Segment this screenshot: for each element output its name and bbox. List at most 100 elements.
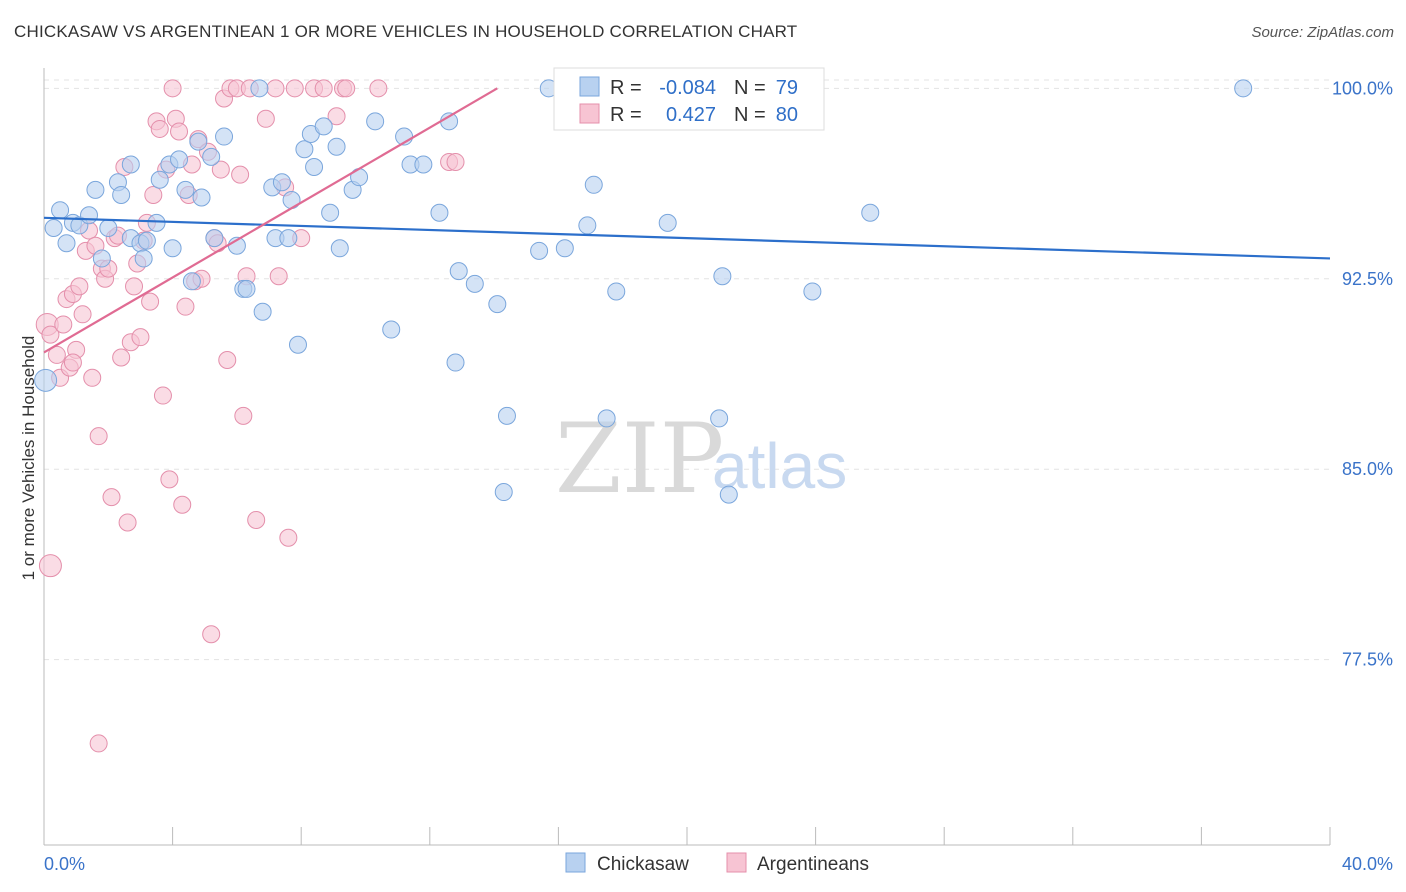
argentineans-point: [170, 122, 189, 141]
series-legend-label-chickasaw: Chickasaw: [597, 854, 689, 875]
chickasaw-point: [305, 158, 324, 177]
y-tick-label: 85.0%: [1342, 459, 1393, 479]
argentineans-point: [327, 107, 346, 126]
argentineans-point: [112, 348, 131, 367]
argentineans-point: [234, 406, 253, 425]
argentineans-point: [266, 79, 285, 98]
stats-legend: R = -0.084 N = 79 R = 0.427 N = 80: [553, 67, 825, 131]
y-tick-labels: 77.5% 85.0% 92.5% 100.0%: [1332, 78, 1393, 669]
argentineans-point: [269, 267, 288, 286]
chickasaw-point: [250, 79, 269, 98]
legend-n-value-1: 79: [776, 77, 798, 99]
axes: [43, 68, 1331, 846]
chickasaw-point: [366, 112, 385, 131]
chickasaw-point: [584, 175, 603, 194]
chickasaw-point: [215, 127, 234, 146]
argentineans-point: [176, 297, 195, 316]
chickasaw-point: [327, 137, 346, 156]
chickasaw-trend-line: [43, 216, 1331, 260]
chickasaw-point: [710, 409, 729, 428]
argentineans-point: [173, 495, 192, 514]
argentineans-point: [446, 152, 465, 171]
argentineans-point: [41, 325, 60, 344]
legend-r-label-1: R =: [610, 77, 642, 99]
chickasaw-point: [530, 241, 549, 260]
chickasaw-point: [150, 170, 169, 189]
series-legend-swatch-chickasaw: [565, 852, 586, 873]
chickasaw-point: [414, 155, 433, 174]
chart-title: CHICKASAW VS ARGENTINEAN 1 OR MORE VEHIC…: [14, 22, 798, 41]
argentineans-point: [70, 277, 89, 296]
legend-n-value-2: 80: [776, 104, 798, 126]
argentineans-point: [73, 305, 92, 324]
legend-n-label-1: N =: [734, 77, 766, 99]
argentineans-point: [202, 625, 221, 644]
chickasaw-point: [282, 191, 301, 210]
argentineans-point: [47, 345, 66, 364]
chickasaw-point: [112, 185, 131, 204]
chickasaw-point: [147, 213, 166, 232]
argentineans-point: [141, 292, 160, 311]
chickasaw-point: [92, 249, 111, 268]
y-tick-label: 77.5%: [1342, 650, 1393, 670]
argentineans-point: [247, 510, 266, 529]
chickasaw-point: [803, 282, 822, 301]
chickasaw-point: [34, 368, 58, 392]
legend-r-label-2: R =: [610, 104, 642, 126]
chickasaw-point: [321, 203, 340, 222]
chickasaw-point: [202, 147, 221, 166]
chickasaw-point: [51, 201, 70, 220]
watermark-zip: ZIP: [555, 403, 724, 515]
chickasaw-point: [488, 295, 507, 314]
chickasaw-point: [182, 272, 201, 291]
legend-swatch-pink: [579, 103, 600, 124]
legend-n-label-2: N =: [734, 104, 766, 126]
argentineans-point: [163, 79, 182, 98]
chickasaw-point: [449, 262, 468, 281]
chickasaw-point: [713, 267, 732, 286]
chickasaw-point: [719, 485, 738, 504]
argentineans-point: [89, 427, 108, 446]
chickasaw-point: [330, 239, 349, 258]
y-tick-label: 100.0%: [1332, 78, 1393, 98]
chickasaw-point: [1234, 79, 1253, 98]
chickasaw-point: [279, 229, 298, 248]
argentineans-point: [102, 488, 121, 507]
chickasaw-point: [192, 188, 211, 207]
argentineans-point: [231, 165, 250, 184]
trend-lines: [43, 87, 1331, 354]
argentineans-trend-line: [43, 87, 498, 354]
series-legend: Chickasaw Argentineans: [565, 852, 869, 875]
chickasaw-point: [295, 140, 314, 159]
chickasaw-point: [658, 213, 677, 232]
series-legend-swatch-argentineans: [726, 852, 747, 873]
chickasaw-point: [597, 409, 616, 428]
chickasaw-point: [446, 353, 465, 372]
argentineans-point: [314, 79, 333, 98]
chickasaw-point: [607, 282, 626, 301]
argentineans-point: [150, 119, 169, 138]
argentineans-point: [83, 368, 102, 387]
chickasaw-point: [137, 231, 156, 250]
argentineans-point: [144, 185, 163, 204]
chickasaw-point: [134, 249, 153, 268]
watermark: ZIP atlas: [555, 403, 847, 515]
chickasaw-point: [57, 234, 76, 253]
chickasaw-point: [314, 117, 333, 136]
y-axis-label: 1 or more Vehicles in Household: [19, 336, 38, 581]
argentineans-point: [89, 734, 108, 753]
x-tick-label-min: 0.0%: [44, 854, 85, 874]
chickasaw-point: [272, 173, 291, 192]
argentineans-point: [337, 79, 356, 98]
chickasaw-point: [497, 406, 516, 425]
argentineans-point: [285, 79, 304, 98]
chickasaw-point: [176, 180, 195, 199]
argentineans-point: [211, 160, 230, 179]
chickasaw-point: [99, 218, 118, 237]
y-tick-label: 92.5%: [1342, 269, 1393, 289]
argentineans-point: [153, 386, 172, 405]
chickasaw-point: [86, 180, 105, 199]
chickasaw-point: [205, 229, 224, 248]
chickasaw-point: [80, 206, 99, 225]
chickasaw-point: [555, 239, 574, 258]
